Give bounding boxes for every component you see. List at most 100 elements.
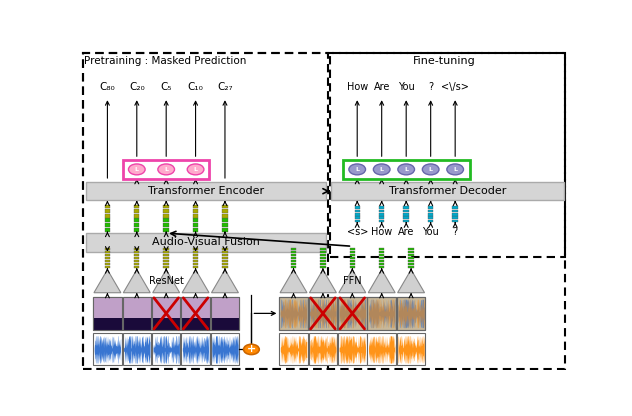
Bar [105, 248, 110, 250]
Bar [164, 248, 169, 250]
Bar [367, 297, 396, 330]
Bar [355, 206, 360, 209]
Bar [320, 257, 325, 259]
Bar [349, 248, 355, 250]
Text: L: L [453, 167, 457, 172]
Bar [355, 210, 360, 212]
Bar [397, 297, 425, 330]
Bar [279, 297, 308, 330]
Bar [408, 260, 414, 262]
Bar [222, 251, 228, 253]
Bar [134, 248, 140, 250]
Bar [379, 248, 384, 250]
Text: C₂₀: C₂₀ [129, 82, 145, 92]
Bar [403, 206, 409, 209]
Text: L: L [355, 167, 359, 172]
Bar [134, 214, 140, 218]
Bar [349, 262, 355, 265]
Bar [181, 297, 210, 330]
Bar [134, 257, 140, 259]
Bar [164, 257, 169, 259]
Bar [379, 260, 384, 262]
Bar [152, 297, 180, 330]
Bar [222, 209, 228, 213]
Bar [87, 182, 326, 201]
Bar [320, 266, 325, 268]
Bar [164, 214, 169, 218]
Circle shape [398, 164, 415, 175]
Bar [379, 254, 384, 256]
Bar [193, 257, 198, 259]
Circle shape [243, 344, 259, 354]
Bar [428, 210, 434, 212]
Bar [164, 205, 169, 208]
Bar [87, 233, 326, 252]
Bar [453, 213, 458, 215]
Bar [134, 218, 140, 222]
Polygon shape [94, 270, 121, 293]
Bar [338, 297, 367, 330]
Bar [379, 257, 384, 259]
Text: <\/s>: <\/s> [441, 82, 469, 92]
Polygon shape [310, 270, 336, 293]
Bar [408, 257, 414, 259]
Text: Are: Are [374, 82, 390, 92]
Bar [181, 333, 210, 365]
Bar [164, 209, 169, 213]
Bar [222, 223, 228, 227]
Text: L: L [404, 167, 408, 172]
Bar [379, 220, 384, 222]
Bar [291, 266, 296, 268]
Bar [222, 248, 228, 250]
Bar [123, 160, 209, 179]
Text: L: L [193, 167, 198, 172]
Bar [105, 251, 110, 253]
Bar [428, 216, 434, 219]
Circle shape [158, 164, 174, 175]
Bar [134, 260, 140, 262]
Bar [355, 220, 360, 222]
Bar [210, 297, 239, 330]
Bar [349, 251, 355, 253]
Text: You: You [398, 82, 415, 92]
Text: Transformer Decoder: Transformer Decoder [389, 186, 506, 196]
Text: ResNet: ResNet [149, 276, 184, 286]
Bar [164, 223, 169, 227]
Bar [222, 260, 228, 262]
Bar [93, 297, 121, 318]
Bar [134, 262, 140, 265]
Bar [181, 297, 210, 330]
Bar [123, 297, 151, 330]
Bar [83, 53, 328, 369]
Bar [134, 228, 140, 232]
Bar [222, 262, 228, 265]
Bar [105, 260, 110, 262]
Bar [367, 333, 396, 365]
Bar [397, 297, 425, 330]
Bar [291, 254, 296, 256]
Text: Pretraining : Masked Prediction: Pretraining : Masked Prediction [83, 56, 246, 66]
Bar [193, 248, 198, 250]
Bar [181, 297, 210, 318]
Bar [279, 297, 308, 330]
Bar [164, 260, 169, 262]
Text: Are: Are [398, 227, 415, 237]
Bar [123, 333, 151, 365]
Text: L: L [164, 167, 168, 172]
Text: C₅: C₅ [161, 82, 172, 92]
Bar [291, 262, 296, 265]
Bar [193, 228, 198, 232]
Bar [428, 220, 434, 222]
Bar [193, 254, 198, 256]
Bar [164, 266, 169, 268]
Bar [181, 318, 210, 330]
Bar [408, 248, 414, 250]
Bar [222, 214, 228, 218]
Text: L: L [428, 167, 433, 172]
Text: L: L [135, 167, 139, 172]
Polygon shape [339, 270, 366, 293]
Bar [397, 333, 425, 365]
Bar [210, 333, 239, 365]
Polygon shape [212, 270, 238, 293]
Bar [291, 260, 296, 262]
